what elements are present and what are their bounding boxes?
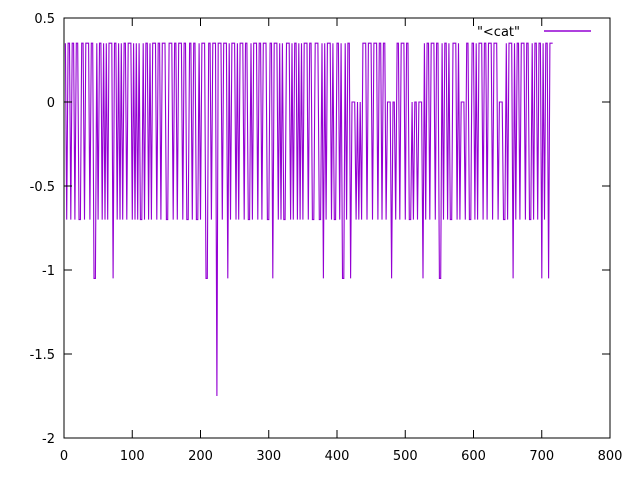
y-tick-label: 0 bbox=[47, 96, 55, 111]
y-tick-label: -1 bbox=[42, 264, 55, 279]
x-tick-label: 300 bbox=[256, 449, 281, 464]
legend-label: "<cat" bbox=[477, 25, 520, 40]
x-tick-label: 400 bbox=[325, 449, 350, 464]
axis-labels: 0 100 200 300 400 500 600 700 800 0.5 0 -0.5 -1 -1.5 -… bbox=[30, 12, 623, 464]
x-tick-label: 100 bbox=[120, 449, 145, 464]
x-tick-label: 800 bbox=[598, 449, 623, 464]
waveform-series bbox=[64, 42, 553, 397]
x-tick-label: 200 bbox=[188, 449, 213, 464]
x-tick-label: 0 bbox=[60, 449, 68, 464]
y-tick-label: -0.5 bbox=[30, 180, 55, 195]
y-tick-label: 0.5 bbox=[34, 12, 55, 27]
x-tick-label: 600 bbox=[461, 449, 486, 464]
legend: "<cat" bbox=[477, 25, 591, 40]
waveform-polyline bbox=[64, 42, 553, 397]
axis-ticks bbox=[63, 17, 611, 439]
y-tick-label: -2 bbox=[42, 432, 55, 447]
y-tick-label: -1.5 bbox=[30, 348, 55, 363]
x-tick-label: 500 bbox=[393, 449, 418, 464]
x-tick-label: 700 bbox=[529, 449, 554, 464]
